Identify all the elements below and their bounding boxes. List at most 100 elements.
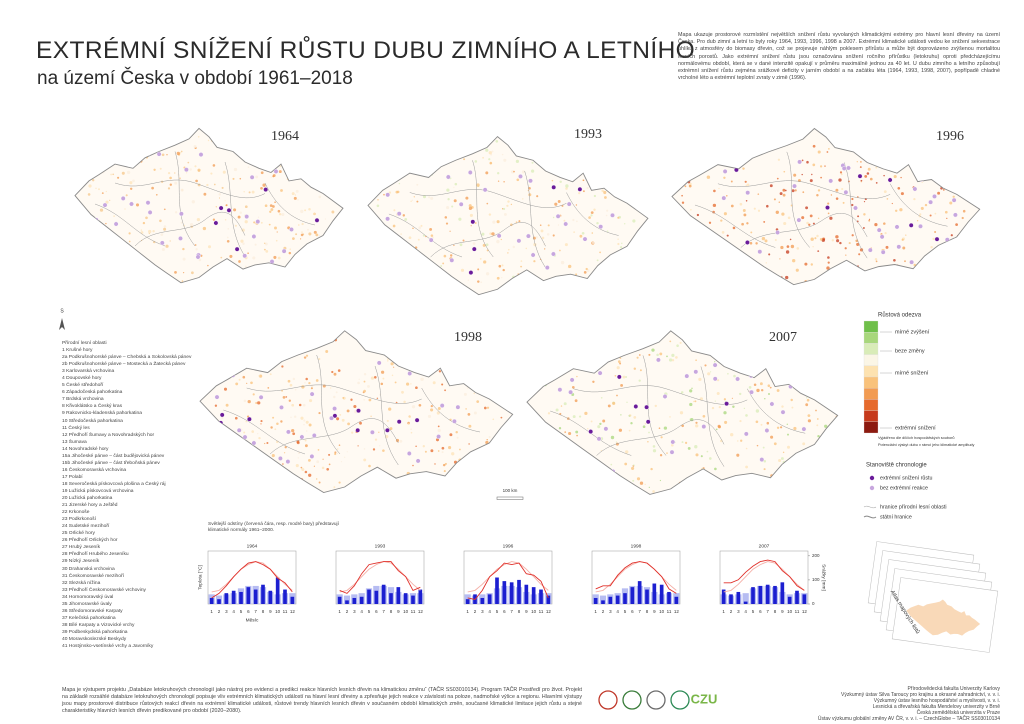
region-item: 17 Polabí [62,474,83,480]
site-dot [324,258,330,264]
state-border [368,137,648,295]
response-speck [512,145,516,150]
response-speck [267,483,269,486]
region-item: 36 Středomoravské Karpaty [62,608,123,614]
response-speck [580,467,583,470]
response-speck [491,150,494,153]
response-speck [934,212,937,215]
response-speck [641,166,645,170]
response-speck [259,458,262,462]
response-speck [727,357,730,360]
response-speck [241,228,245,232]
response-speck [254,156,256,158]
response-speck [791,406,794,409]
response-speck [353,327,356,330]
response-speck [660,436,663,439]
response-speck [332,230,336,234]
response-speck [269,204,273,207]
response-speck [357,445,359,447]
response-speck [234,224,237,227]
response-speck [732,405,735,408]
site-dot [356,408,361,414]
response-speck [783,170,786,173]
x-tick-label: 1 [338,609,341,614]
response-speck [883,222,886,225]
response-speck [593,459,596,462]
response-speck [470,487,473,490]
site-dot [299,434,305,440]
response-speck [248,191,251,194]
response-speck [648,431,650,434]
response-speck [656,320,659,323]
response-speck [235,382,239,386]
response-speck [306,491,309,493]
response-speck [443,276,447,281]
response-speck [301,231,303,233]
region-boundary [787,152,810,248]
response-speck [659,454,663,457]
response-speck [224,369,227,372]
response-speck [836,364,838,367]
response-speck [696,213,700,217]
response-speck [961,267,965,271]
response-speck [676,488,679,490]
response-speck [782,358,785,362]
x-tick-label: 11 [667,609,672,614]
response-speck [297,457,299,459]
response-speck [586,187,589,190]
response-speck [624,462,628,466]
response-speck [483,260,487,264]
response-speck [300,466,303,469]
response-speck [669,416,671,418]
response-speck [238,378,241,381]
response-speck [557,466,559,469]
response-speck [817,250,820,253]
response-speck [274,428,277,431]
response-speck [708,221,712,224]
site-dot [609,188,615,194]
response-speck [294,254,298,259]
response-speck [696,240,699,244]
response-speck [336,192,338,194]
response-speck [823,490,826,493]
response-speck [132,179,135,183]
response-speck [485,171,489,175]
response-speck [174,271,177,274]
response-speck [652,490,655,493]
response-speck [563,402,567,406]
x-tick-label: 1 [210,609,213,614]
response-speck [736,453,740,457]
response-speck [631,291,635,295]
response-speck [283,149,287,153]
site-dot [879,234,885,240]
response-speck [607,168,610,171]
response-speck [285,396,288,398]
x-tick-label: 7 [382,609,385,614]
map-year: 1996 [936,129,964,144]
response-speck [587,463,591,467]
response-speck [635,136,638,138]
response-speck [260,273,264,277]
response-speck [679,249,683,253]
response-speck [806,397,808,399]
response-speck [300,233,304,237]
description: Mapa ukazuje prostorové rozmístění nejvě… [678,32,1000,82]
response-speck [665,322,667,324]
response-speck [382,488,384,491]
response-speck [105,148,107,150]
response-speck [561,172,565,176]
response-speck [206,183,209,187]
response-speck [681,194,683,197]
scale-label: 100 km [503,488,518,493]
precip-bar [403,593,408,604]
response-speck [819,392,823,395]
climate-note: Světlejší odstíny (červená čára, resp. m… [208,522,339,533]
site-dot [145,200,151,206]
response-speck [675,356,678,359]
response-speck [893,258,896,262]
response-speck [745,184,748,187]
response-speck [195,248,198,251]
response-speck [472,242,476,245]
x-tick-label: 12 [546,609,552,614]
response-speck [765,142,768,145]
